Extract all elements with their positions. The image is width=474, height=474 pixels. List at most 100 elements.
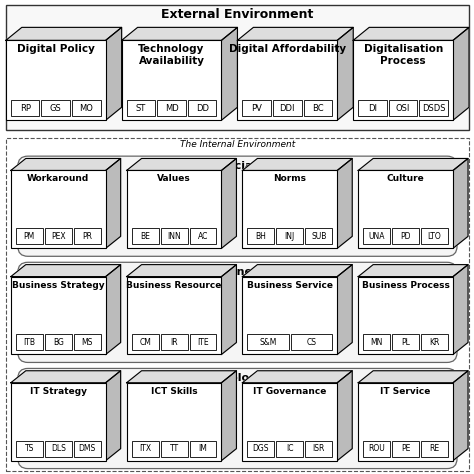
Text: BH: BH	[255, 232, 266, 241]
Text: CS: CS	[307, 338, 317, 347]
Bar	[74, 441, 100, 456]
Text: MO: MO	[80, 104, 93, 113]
Bar	[242, 171, 337, 248]
Polygon shape	[127, 264, 237, 277]
Text: IM: IM	[199, 444, 208, 453]
Polygon shape	[337, 264, 352, 355]
Text: INJ: INJ	[285, 232, 295, 241]
Bar	[242, 277, 337, 355]
Polygon shape	[127, 158, 237, 171]
Polygon shape	[453, 371, 468, 461]
Bar	[11, 100, 39, 116]
Bar	[276, 228, 303, 244]
Text: ITX: ITX	[139, 444, 151, 453]
FancyBboxPatch shape	[18, 262, 457, 363]
Text: Business Process: Business Process	[362, 281, 449, 290]
Bar	[127, 100, 155, 116]
Polygon shape	[106, 27, 122, 120]
Bar	[6, 5, 469, 130]
Text: ITB: ITB	[23, 338, 35, 347]
Bar	[291, 335, 332, 350]
Bar	[421, 228, 448, 244]
Bar	[190, 335, 217, 350]
Text: ROU: ROU	[368, 444, 385, 453]
Polygon shape	[237, 27, 353, 40]
Polygon shape	[242, 264, 352, 277]
Text: TS: TS	[25, 444, 34, 453]
Text: Norms: Norms	[273, 174, 306, 183]
Bar	[242, 383, 337, 461]
Bar	[45, 441, 72, 456]
Bar	[161, 228, 188, 244]
Text: LTO: LTO	[428, 232, 441, 241]
Bar	[72, 100, 100, 116]
Bar	[247, 335, 289, 350]
Text: RP: RP	[19, 104, 31, 113]
Polygon shape	[453, 158, 468, 248]
Text: BE: BE	[140, 232, 150, 241]
Text: BC: BC	[312, 104, 324, 113]
Text: Business Resource: Business Resource	[127, 281, 222, 290]
Text: UNA: UNA	[368, 232, 385, 241]
Bar	[188, 100, 217, 116]
Bar	[304, 100, 332, 116]
Polygon shape	[337, 27, 353, 120]
Bar	[6, 138, 469, 471]
Text: MS: MS	[82, 338, 93, 347]
Text: KR: KR	[429, 338, 440, 347]
Bar	[161, 441, 188, 456]
Text: IC: IC	[286, 444, 293, 453]
Text: DI: DI	[368, 104, 377, 113]
Text: Technological: Technological	[195, 374, 280, 383]
Text: Business Service: Business Service	[247, 281, 333, 290]
Text: IR: IR	[170, 338, 178, 347]
Polygon shape	[221, 158, 237, 248]
Text: DD: DD	[196, 104, 209, 113]
Bar	[247, 441, 274, 456]
Bar	[45, 228, 72, 244]
Bar	[421, 441, 448, 456]
Polygon shape	[11, 158, 121, 171]
Text: RE: RE	[429, 444, 439, 453]
Text: PM: PM	[24, 232, 35, 241]
Bar	[122, 40, 221, 120]
Text: ST: ST	[136, 104, 146, 113]
Polygon shape	[358, 371, 468, 383]
Text: DGS: DGS	[253, 444, 269, 453]
Text: External Environment: External Environment	[161, 9, 314, 21]
Bar	[353, 40, 453, 120]
Bar	[11, 277, 106, 355]
Text: CM: CM	[139, 338, 151, 347]
Text: PR: PR	[82, 232, 92, 241]
Text: S&M: S&M	[259, 338, 277, 347]
Polygon shape	[6, 27, 122, 40]
Text: DLS: DLS	[51, 444, 66, 453]
Text: PEX: PEX	[51, 232, 65, 241]
Text: Technology
Availability: Technology Availability	[138, 45, 205, 66]
Text: ITE: ITE	[197, 338, 209, 347]
Polygon shape	[127, 371, 237, 383]
Text: Business Strategy: Business Strategy	[12, 281, 105, 290]
Text: Culture: Culture	[387, 174, 425, 183]
Text: IT Service: IT Service	[381, 387, 431, 396]
Bar	[132, 441, 159, 456]
Polygon shape	[11, 371, 121, 383]
Bar	[363, 441, 390, 456]
Bar	[11, 171, 106, 248]
FancyBboxPatch shape	[18, 156, 457, 256]
Text: DDI: DDI	[280, 104, 295, 113]
Polygon shape	[106, 158, 121, 248]
Bar	[190, 441, 217, 456]
Text: Digital Affordability: Digital Affordability	[229, 45, 346, 55]
Text: AC: AC	[198, 232, 208, 241]
Polygon shape	[453, 27, 469, 120]
Polygon shape	[242, 371, 352, 383]
Text: Social: Social	[219, 161, 256, 171]
Polygon shape	[221, 264, 237, 355]
Polygon shape	[11, 264, 121, 277]
Bar	[11, 383, 106, 461]
Bar	[74, 228, 100, 244]
Text: SUB: SUB	[311, 232, 327, 241]
Bar	[389, 100, 418, 116]
Bar	[127, 383, 221, 461]
